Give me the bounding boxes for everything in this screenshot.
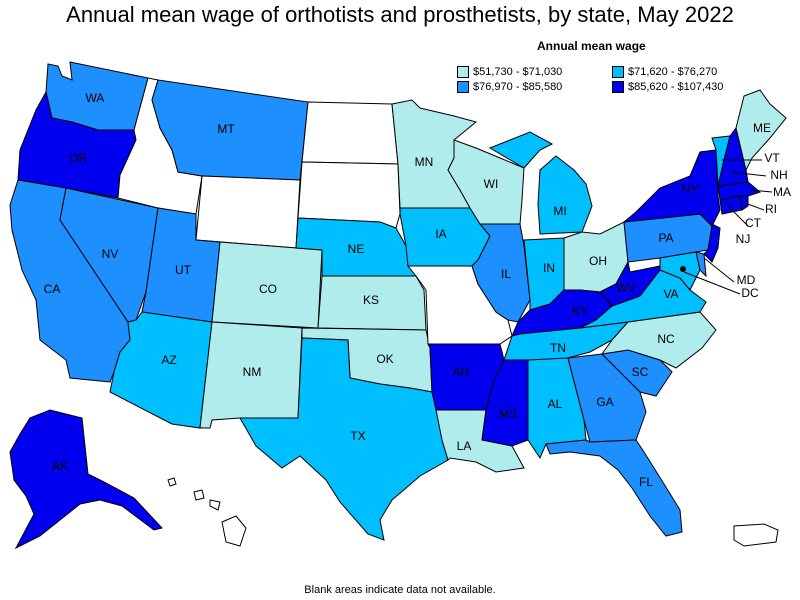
state-label-az: AZ — [161, 353, 176, 367]
dc-marker[interactable] — [680, 266, 686, 272]
state-label-mn: MN — [415, 155, 434, 169]
state-label-co: CO — [259, 282, 277, 296]
state-label-la: LA — [457, 439, 472, 453]
state-label-ut: UT — [175, 263, 192, 277]
state-label-in: IN — [543, 261, 555, 275]
state-label-ia: IA — [435, 227, 446, 241]
state-label-md: MD — [737, 273, 756, 287]
legend-item-tier3: $76,970 - $85,580 — [457, 81, 562, 93]
state-label-mt: MT — [217, 122, 235, 136]
legend-label: $51,730 - $71,030 — [473, 66, 563, 78]
state-label-nm: NM — [243, 365, 262, 379]
state-ms[interactable] — [481, 359, 529, 447]
state-label-ct: CT — [745, 216, 762, 230]
leader-line — [727, 205, 749, 227]
state-label-me: ME — [753, 121, 771, 135]
state-me[interactable] — [735, 89, 787, 172]
state-label-ga: GA — [596, 395, 613, 409]
state-label-sc: SC — [632, 365, 649, 379]
state-label-wv: WV — [616, 281, 635, 295]
state-label-nh: NH — [770, 168, 787, 182]
leader-line — [683, 271, 741, 295]
state-label-wi: WI — [484, 177, 499, 191]
state-ks[interactable] — [317, 275, 427, 331]
state-label-or: OR — [69, 151, 87, 165]
leader-line — [703, 257, 735, 283]
state-label-fl: FL — [639, 475, 653, 489]
state-il[interactable] — [471, 223, 531, 323]
state-label-tx: TX — [350, 429, 365, 443]
state-sd[interactable] — [297, 161, 401, 229]
state-label-tn: TN — [550, 341, 566, 355]
legend-swatch — [612, 81, 624, 93]
state-label-nv: NV — [102, 247, 119, 261]
state-label-al: AL — [548, 397, 563, 411]
state-label-wa: WA — [86, 91, 105, 105]
legend-item-tier2: $71,620 - $76,270 — [612, 66, 717, 78]
state-nc[interactable] — [600, 311, 717, 369]
state-wy[interactable] — [195, 175, 301, 249]
state-hi[interactable] — [167, 477, 247, 547]
legend-label: $71,620 - $76,270 — [628, 66, 718, 78]
state-fl[interactable] — [545, 439, 683, 537]
state-label-vt: VT — [764, 151, 780, 165]
map-title: Annual mean wage of orthotists and prost… — [66, 2, 734, 27]
state-label-il: IL — [501, 267, 511, 281]
state-de[interactable] — [695, 251, 707, 278]
state-pr[interactable] — [733, 523, 779, 547]
state-label-ky: KY — [572, 304, 588, 318]
state-label-ok: OK — [376, 352, 393, 366]
leader-line — [749, 189, 773, 193]
state-label-nj: NJ — [736, 232, 751, 246]
footnote: Blank areas indicate data not available. — [304, 584, 496, 596]
state-label-mi: MI — [553, 204, 566, 218]
legend-item-tier4: $85,620 - $107,430 — [612, 81, 723, 93]
legend-title: Annual mean wage — [537, 39, 646, 53]
legend-swatch — [612, 66, 624, 78]
state-ak[interactable] — [9, 409, 163, 550]
state-ri[interactable] — [739, 195, 749, 211]
state-label-ca: CA — [44, 282, 61, 296]
state-nj[interactable] — [703, 221, 721, 263]
leader-line — [744, 202, 765, 211]
state-label-nc: NC — [657, 332, 675, 346]
state-label-ne: NE — [348, 242, 365, 256]
state-label-ks: KS — [363, 293, 379, 307]
legend-swatch — [457, 66, 469, 78]
state-labels: WA OR CA NV MT UT AZ CO NM NE KS OK TX MN IA AR LA WI IL MI… — [44, 91, 791, 489]
state-ny[interactable] — [622, 149, 721, 227]
state-mi[interactable] — [488, 131, 593, 235]
state-label-ar: AR — [453, 365, 470, 379]
legend-label: $85,620 - $107,430 — [628, 81, 724, 93]
state-label-pa: PA — [658, 231, 673, 245]
state-label-ri: RI — [765, 202, 777, 216]
state-label-ny: NY — [682, 182, 699, 196]
state-label-oh: OH — [589, 254, 607, 268]
state-label-va: VA — [663, 287, 678, 301]
state-nd[interactable] — [301, 101, 399, 165]
legend-swatch — [457, 81, 469, 93]
state-label-ak: AK — [52, 459, 68, 473]
state-tx[interactable] — [239, 337, 449, 541]
legend-item-tier1: $51,730 - $71,030 — [457, 66, 562, 78]
leader-line — [729, 171, 767, 177]
state-label-ms: MS — [499, 407, 517, 421]
state-label-ma: MA — [773, 185, 791, 199]
legend-label: $76,970 - $85,580 — [473, 81, 563, 93]
state-label-dc: DC — [741, 286, 759, 300]
